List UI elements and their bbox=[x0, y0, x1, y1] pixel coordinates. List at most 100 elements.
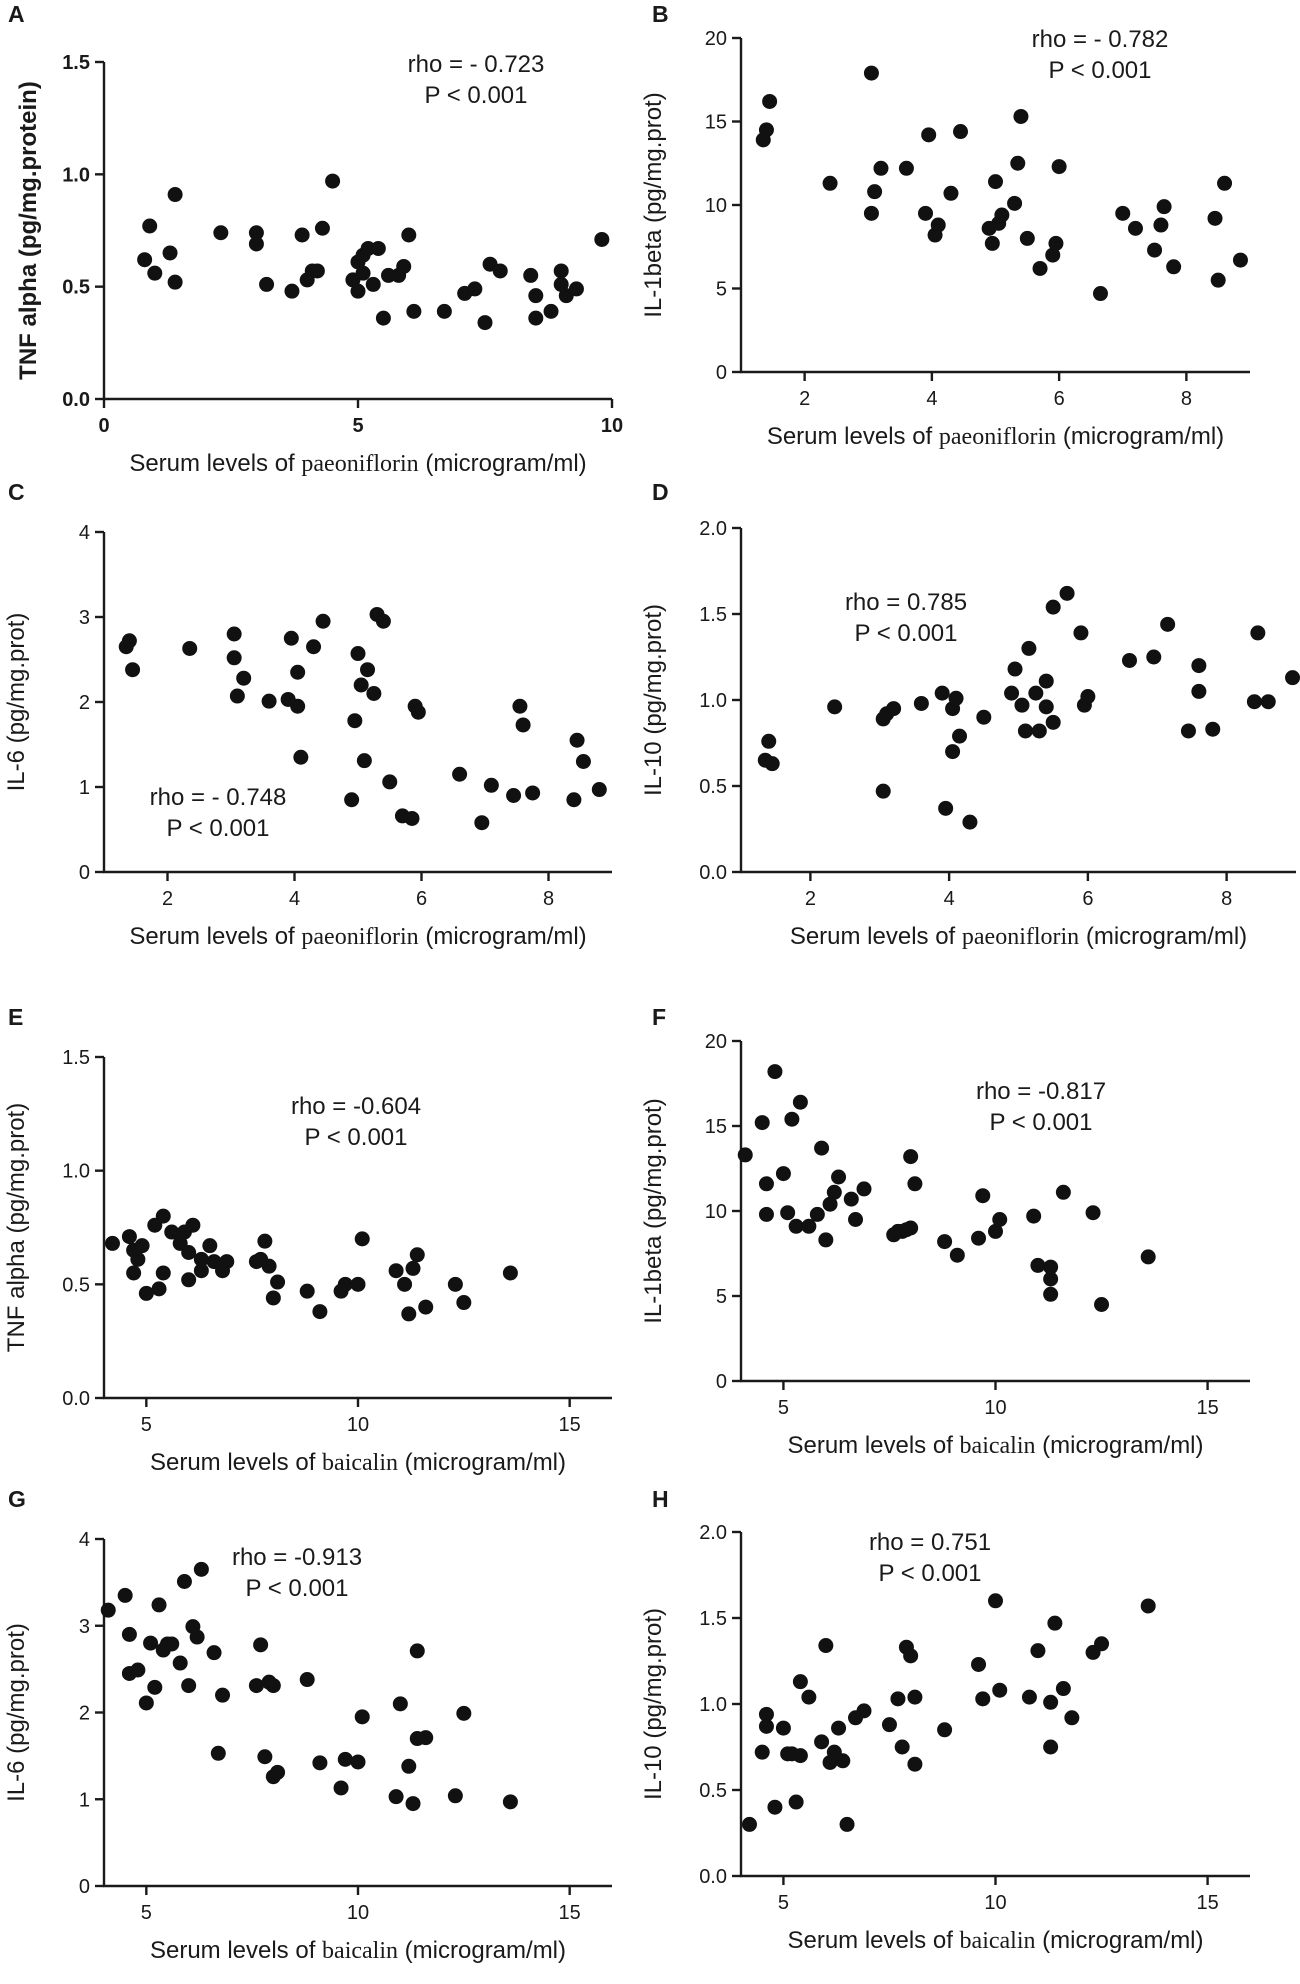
x-tick-label: 5 bbox=[352, 415, 363, 437]
scatter-point bbox=[181, 1245, 197, 1261]
y-axis-title: IL-1beta (pg/mg.prot) bbox=[640, 92, 667, 317]
scatter-point bbox=[758, 1718, 774, 1734]
scatter-point bbox=[213, 225, 229, 241]
y-axis-title: TNF alpha (pg/mg.prot) bbox=[3, 1103, 30, 1352]
y-tick-label: 2.0 bbox=[699, 518, 727, 540]
scatter-point bbox=[155, 1265, 171, 1281]
y-tick-label: 0 bbox=[716, 362, 727, 384]
panel-b-il1beta-vs-paeoniflorin: B 0 5 10 15 20 2 4 6 8 Serum levels of paeoniflori… bbox=[640, 1, 1250, 450]
scatter-point bbox=[553, 276, 569, 292]
rho-annotation: rho = -0.817 bbox=[976, 1078, 1106, 1105]
x-axis-title-suffix: (microgram/ml) bbox=[1079, 923, 1247, 950]
y-tick-label: 0.5 bbox=[62, 277, 90, 299]
x-axis-title-prefix: Serum levels of bbox=[767, 423, 939, 450]
x-axis-title-prefix: Serum levels of bbox=[129, 923, 301, 950]
scatter-point bbox=[758, 1206, 774, 1222]
scatter-point bbox=[182, 640, 198, 656]
scatter-point bbox=[831, 1720, 847, 1736]
scatter-point bbox=[147, 265, 163, 281]
scatter-point bbox=[1007, 195, 1023, 211]
y-tick-label: 1.5 bbox=[62, 52, 90, 74]
scatter-point bbox=[474, 815, 490, 831]
scatter-point bbox=[382, 774, 398, 790]
scatter-point bbox=[988, 1593, 1003, 1609]
scatter-point bbox=[401, 1758, 417, 1774]
scatter-point bbox=[375, 613, 391, 629]
scatter-point bbox=[1217, 175, 1233, 191]
scatter-point bbox=[1156, 199, 1172, 215]
scatter-point bbox=[409, 1247, 425, 1263]
scatter-point bbox=[388, 1263, 404, 1279]
scatter-point bbox=[856, 1181, 872, 1197]
scatter-point bbox=[126, 1265, 142, 1281]
scatter-point bbox=[312, 1755, 328, 1771]
y-tick-label: 15 bbox=[705, 112, 727, 134]
scatter-point bbox=[1094, 1297, 1110, 1312]
scatter-point bbox=[975, 1691, 991, 1707]
scatter-point bbox=[1004, 685, 1020, 701]
scatter-point bbox=[202, 1238, 218, 1254]
scatter-point bbox=[418, 1730, 434, 1746]
y-tick-label: 1.5 bbox=[62, 1047, 90, 1069]
x-axis-title-suffix: (microgram/ml) bbox=[1056, 423, 1224, 450]
scatter-point bbox=[248, 1678, 264, 1694]
scatter-point bbox=[265, 1678, 281, 1694]
scatter-point bbox=[483, 777, 499, 793]
scatter-point bbox=[543, 303, 559, 319]
rho-annotation: rho = - 0.723 bbox=[408, 51, 545, 78]
x-axis-title: Serum levels of paeoniflorin (microgram/… bbox=[129, 923, 586, 950]
scatter-point bbox=[215, 1687, 231, 1703]
y-tick-label: 1.5 bbox=[699, 1608, 727, 1630]
p-value-annotation: P < 0.001 bbox=[1049, 57, 1152, 84]
y-tick-label: 1 bbox=[79, 1789, 90, 1811]
y-tick-label: 2.0 bbox=[699, 1522, 727, 1544]
scatter-point bbox=[1030, 1643, 1046, 1659]
scatter-point bbox=[290, 698, 306, 714]
x-axis-title-suffix: (microgram/ml) bbox=[419, 450, 587, 477]
scatter-point bbox=[1210, 272, 1226, 288]
scatter-point bbox=[502, 1265, 518, 1281]
scatter-point bbox=[293, 749, 309, 765]
scatter-point bbox=[1147, 242, 1163, 258]
scatter-point bbox=[788, 1218, 804, 1234]
scatter-point bbox=[1153, 217, 1169, 233]
scatter-point bbox=[975, 1188, 991, 1204]
scatter-point bbox=[943, 185, 959, 201]
x-axis-title-drug: paeoniflorin bbox=[962, 924, 1079, 950]
scatter-point bbox=[167, 274, 183, 290]
scatter-point bbox=[994, 207, 1010, 223]
x-tick-label: 10 bbox=[601, 415, 623, 437]
scatter-point bbox=[401, 1306, 417, 1322]
scatter-point bbox=[523, 267, 539, 283]
rho-annotation: rho = - 0.748 bbox=[150, 784, 287, 811]
scatter-point bbox=[138, 1695, 154, 1711]
x-axis-title-prefix: Serum levels of bbox=[787, 1927, 959, 1954]
scatter-point bbox=[185, 1217, 201, 1233]
y-tick-label: 4 bbox=[79, 522, 90, 544]
x-axis-title-drug: paeoniflorin bbox=[939, 424, 1056, 450]
scatter-point bbox=[253, 1637, 269, 1653]
scatter-point bbox=[261, 693, 277, 709]
scatter-point bbox=[827, 699, 843, 715]
scatter-point bbox=[826, 1184, 842, 1200]
x-axis-title-drug: baicalin bbox=[322, 1938, 398, 1964]
scatter-point bbox=[992, 1212, 1008, 1227]
scatter-point bbox=[971, 1656, 987, 1672]
scatter-point bbox=[818, 1638, 834, 1654]
p-value-annotation: P < 0.001 bbox=[246, 1575, 349, 1602]
scatter-point bbox=[121, 1229, 137, 1245]
scatter-point bbox=[1080, 689, 1096, 705]
y-tick-label: 10 bbox=[705, 195, 727, 217]
scatter-point bbox=[801, 1218, 817, 1234]
scatter-point bbox=[121, 1626, 137, 1642]
x-axis-title-prefix: Serum levels of bbox=[129, 450, 301, 477]
scatter-point bbox=[189, 1629, 205, 1645]
scatter-point bbox=[839, 1816, 855, 1832]
scatter-point bbox=[1055, 1681, 1071, 1697]
scatter-point bbox=[350, 1754, 366, 1770]
scatter-point bbox=[938, 800, 954, 816]
scatter-point bbox=[1038, 673, 1054, 689]
scatter-point bbox=[410, 704, 426, 720]
scatter-point bbox=[314, 220, 330, 236]
scatter-point bbox=[261, 1258, 277, 1274]
